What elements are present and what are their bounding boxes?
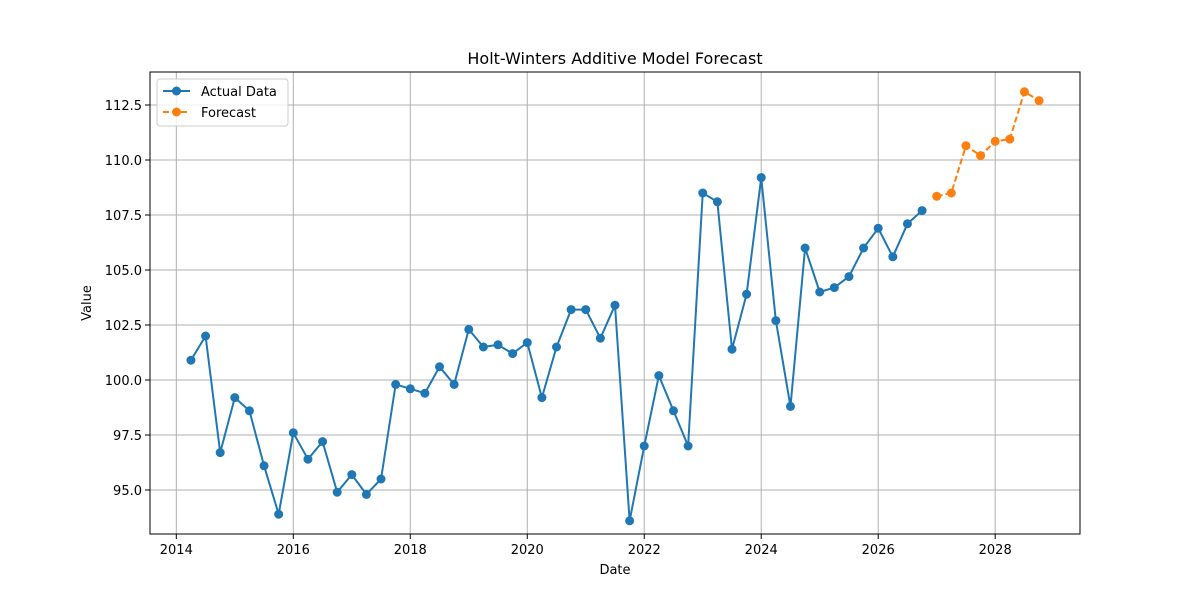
data-point-actual-data bbox=[244, 406, 254, 416]
data-point-forecast bbox=[932, 191, 942, 201]
data-point-forecast bbox=[1034, 96, 1044, 106]
data-point-actual-data bbox=[318, 437, 328, 447]
data-point-actual-data bbox=[654, 371, 664, 381]
data-point-forecast bbox=[976, 151, 986, 161]
x-tick-label: 2024 bbox=[745, 543, 778, 558]
y-tick-label: 110.0 bbox=[105, 154, 142, 169]
data-point-forecast bbox=[990, 136, 1000, 146]
data-point-actual-data bbox=[464, 324, 474, 334]
data-point-actual-data bbox=[522, 338, 532, 348]
data-point-actual-data bbox=[683, 441, 693, 451]
data-point-actual-data bbox=[771, 316, 781, 326]
data-point-actual-data bbox=[800, 243, 810, 253]
data-point-actual-data bbox=[478, 342, 488, 352]
data-point-actual-data bbox=[815, 287, 825, 297]
data-point-actual-data bbox=[215, 448, 225, 458]
grid-lines bbox=[150, 72, 1080, 534]
x-axis-label: Date bbox=[599, 563, 630, 578]
chart-title: Holt-Winters Additive Model Forecast bbox=[467, 49, 762, 68]
x-tick-label: 2028 bbox=[979, 543, 1012, 558]
legend-label-actual: Actual Data bbox=[201, 85, 277, 100]
x-tick-label: 2026 bbox=[862, 543, 895, 558]
x-tick-label: 2018 bbox=[394, 543, 427, 558]
plot-area-frame bbox=[149, 71, 1081, 535]
data-point-actual-data bbox=[508, 349, 518, 359]
data-point-actual-data bbox=[888, 252, 898, 262]
x-tick-label: 2014 bbox=[160, 543, 193, 558]
data-point-forecast bbox=[961, 141, 971, 151]
data-point-forecast bbox=[1005, 134, 1015, 144]
data-point-actual-data bbox=[668, 406, 678, 416]
data-point-actual-data bbox=[332, 487, 342, 497]
data-point-actual-data bbox=[435, 362, 445, 372]
data-point-actual-data bbox=[288, 428, 298, 438]
legend-swatch-actual-marker bbox=[172, 86, 181, 96]
data-point-actual-data bbox=[625, 516, 635, 526]
data-point-actual-data bbox=[902, 219, 912, 229]
data-point-actual-data bbox=[859, 243, 869, 253]
data-point-actual-data bbox=[756, 173, 766, 183]
axis-ticks: 2014 2016 2018 2020 2022 2024 2026 2028 95.0 97.5… bbox=[105, 99, 1012, 558]
y-tick-label: 105.0 bbox=[105, 264, 142, 279]
data-point-actual-data bbox=[873, 223, 883, 233]
data-point-actual-data bbox=[493, 340, 503, 350]
data-point-actual-data bbox=[829, 283, 839, 293]
data-point-actual-data bbox=[742, 289, 752, 299]
data-point-actual-data bbox=[844, 272, 854, 282]
data-point-actual-data bbox=[230, 393, 240, 403]
data-point-forecast bbox=[946, 188, 956, 198]
data-point-actual-data bbox=[391, 379, 401, 389]
data-series bbox=[186, 87, 1044, 526]
data-point-actual-data bbox=[639, 441, 649, 451]
x-tick-label: 2016 bbox=[277, 543, 310, 558]
y-tick-label: 100.0 bbox=[105, 374, 142, 389]
y-tick-label: 97.5 bbox=[113, 429, 142, 444]
data-point-actual-data bbox=[537, 393, 547, 403]
data-point-actual-data bbox=[727, 344, 737, 354]
data-point-actual-data bbox=[186, 355, 196, 365]
data-point-actual-data bbox=[303, 454, 313, 464]
data-point-actual-data bbox=[566, 305, 576, 315]
y-axis-label: Value bbox=[80, 285, 95, 321]
y-tick-label: 95.0 bbox=[113, 484, 142, 499]
data-point-actual-data bbox=[581, 305, 591, 315]
data-point-actual-data bbox=[376, 474, 386, 484]
series-actual-data bbox=[186, 173, 927, 526]
data-point-actual-data bbox=[449, 379, 459, 389]
data-point-actual-data bbox=[610, 300, 620, 310]
data-point-actual-data bbox=[917, 206, 927, 216]
legend: Actual Data Forecast bbox=[156, 78, 289, 127]
legend-label-forecast: Forecast bbox=[201, 106, 256, 121]
x-tick-label: 2022 bbox=[628, 543, 661, 558]
legend-swatch-forecast-marker bbox=[172, 107, 181, 117]
data-point-actual-data bbox=[347, 470, 357, 480]
series-line-forecast bbox=[936, 90, 1040, 198]
data-point-actual-data bbox=[405, 384, 415, 394]
data-point-actual-data bbox=[785, 401, 795, 411]
data-point-actual-data bbox=[420, 388, 430, 398]
data-point-actual-data bbox=[274, 509, 284, 519]
data-point-actual-data bbox=[201, 331, 211, 341]
data-point-actual-data bbox=[712, 197, 722, 207]
x-tick-label: 2020 bbox=[511, 543, 544, 558]
data-point-forecast bbox=[1019, 87, 1029, 97]
y-tick-label: 112.5 bbox=[105, 99, 142, 114]
data-point-actual-data bbox=[361, 489, 371, 499]
y-tick-label: 107.5 bbox=[105, 209, 142, 224]
data-point-actual-data bbox=[259, 461, 269, 471]
series-forecast bbox=[932, 87, 1044, 201]
data-point-actual-data bbox=[698, 188, 708, 198]
y-tick-label: 102.5 bbox=[105, 319, 142, 334]
data-point-actual-data bbox=[595, 333, 605, 343]
data-point-actual-data bbox=[552, 342, 562, 352]
